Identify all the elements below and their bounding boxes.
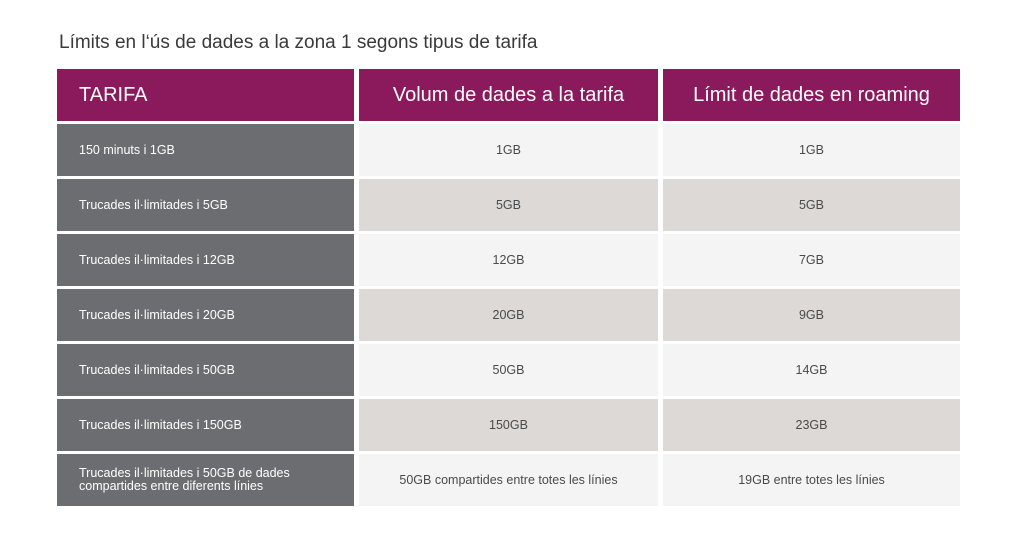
roaming-cell: 9GB: [663, 289, 960, 341]
roaming-cell: 19GB entre totes les línies: [663, 454, 960, 506]
volum-cell: 50GB: [359, 344, 658, 396]
roaming-cell: 14GB: [663, 344, 960, 396]
tarifa-cell: Trucades il·limitades i 50GB de dades co…: [57, 454, 354, 506]
page-title: Límits en l‘ús de dades a la zona 1 sego…: [59, 32, 538, 53]
tarifa-cell: Trucades il·limitades i 150GB: [57, 399, 354, 451]
volum-cell: 1GB: [359, 124, 658, 176]
header-tarifa: TARIFA: [57, 69, 354, 121]
tarifa-cell: Trucades il·limitades i 50GB: [57, 344, 354, 396]
header-volum: Volum de dades a la tarifa: [359, 69, 658, 121]
volum-cell: 12GB: [359, 234, 658, 286]
roaming-cell: 23GB: [663, 399, 960, 451]
volum-cell: 5GB: [359, 179, 658, 231]
tarifa-cell: Trucades il·limitades i 5GB: [57, 179, 354, 231]
roaming-cell: 5GB: [663, 179, 960, 231]
roaming-cell: 7GB: [663, 234, 960, 286]
tarifa-cell: Trucades il·limitades i 12GB: [57, 234, 354, 286]
volum-cell: 50GB compartides entre totes les línies: [359, 454, 658, 506]
tarifa-cell: Trucades il·limitades i 20GB: [57, 289, 354, 341]
roaming-cell: 1GB: [663, 124, 960, 176]
header-roaming: Límit de dades en roaming: [663, 69, 960, 121]
tarifa-cell: 150 minuts i 1GB: [57, 124, 354, 176]
volum-cell: 150GB: [359, 399, 658, 451]
volum-cell: 20GB: [359, 289, 658, 341]
tariff-table: TARIFA Volum de dades a la tarifa Límit …: [57, 69, 960, 509]
